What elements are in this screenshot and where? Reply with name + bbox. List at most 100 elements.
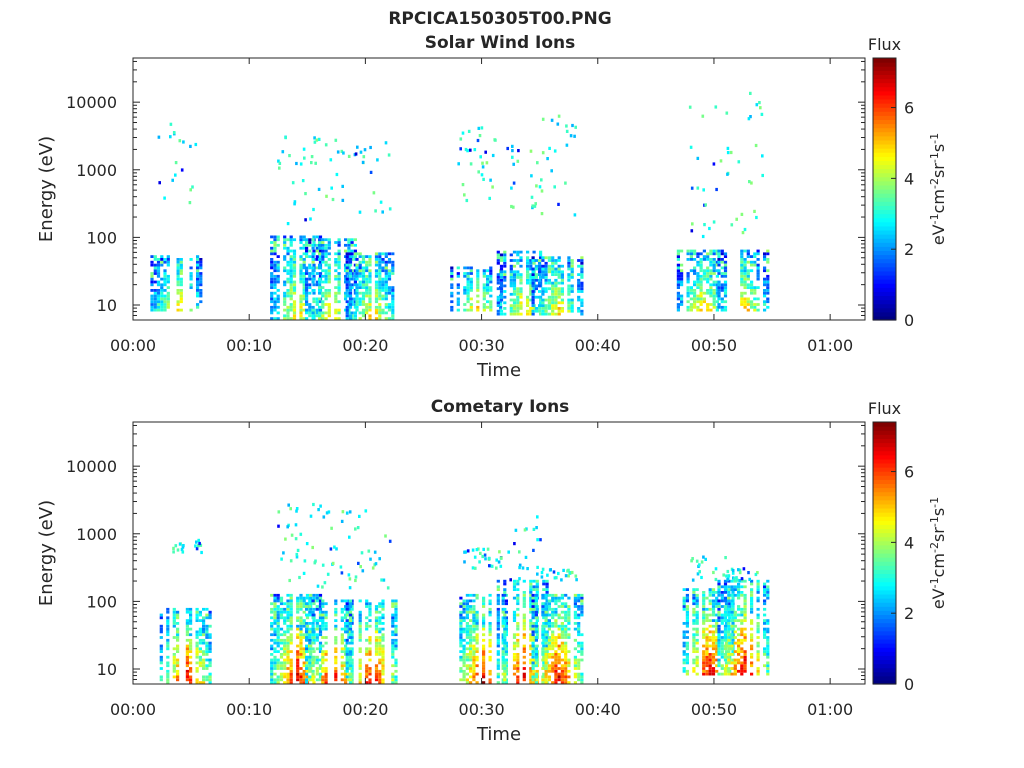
heatmap-cell [522, 636, 526, 639]
heatmap-cell [560, 644, 564, 648]
heatmap-cell [682, 669, 686, 673]
heatmap-cell [195, 647, 199, 651]
heatmap-cell [531, 281, 535, 285]
heatmap-cell [733, 593, 737, 597]
heatmap-cell [756, 277, 760, 281]
heatmap-cell [733, 616, 737, 620]
heatmap-cell [551, 295, 555, 299]
heatmap-cell [680, 277, 684, 281]
heatmap-cell [536, 515, 539, 519]
heatmap-cell [730, 607, 734, 611]
heatmap-cell [378, 610, 382, 614]
heatmap-cell [482, 675, 486, 679]
heatmap-cell [208, 678, 212, 682]
heatmap-cell [711, 658, 716, 662]
heatmap-cell [756, 653, 760, 656]
heatmap-cell [457, 162, 460, 166]
heatmap-cell [296, 599, 300, 603]
heatmap-cell [289, 507, 292, 511]
heatmap-cell [529, 290, 533, 293]
heatmap-cell [286, 525, 289, 529]
heatmap-cell [195, 630, 199, 634]
heatmap-cell [355, 283, 359, 287]
heatmap-cell [702, 269, 706, 273]
heatmap-cell [551, 304, 555, 307]
heatmap-cell [318, 291, 322, 295]
heatmap-cell [577, 613, 581, 617]
heatmap-cell [532, 287, 536, 291]
heatmap-cell [496, 636, 500, 639]
heatmap-cell [318, 607, 323, 611]
heatmap-cell [695, 602, 699, 606]
heatmap-cell [567, 276, 571, 279]
heatmap-cell [740, 613, 744, 617]
heatmap-cell [344, 678, 348, 682]
heatmap-cell [299, 294, 303, 298]
heatmap-cell [321, 252, 325, 256]
heatmap-cell [189, 616, 193, 620]
heatmap-cell [541, 675, 545, 679]
heatmap-cell [465, 672, 469, 676]
heatmap-cell [365, 308, 369, 312]
heatmap-cell [740, 297, 744, 301]
heatmap-cell [315, 246, 319, 250]
heatmap-cell [179, 272, 183, 275]
colorbar-tick-label: 6 [904, 99, 914, 118]
heatmap-cell [353, 255, 357, 258]
colorbar-segment [873, 74, 896, 80]
heatmap-cell [499, 298, 504, 302]
heatmap-cell [205, 633, 209, 637]
heatmap-cell [156, 289, 161, 292]
heatmap-cell [711, 591, 716, 594]
heatmap-cell [302, 636, 306, 639]
heatmap-cell [720, 289, 724, 292]
heatmap-cell [516, 287, 520, 291]
heatmap-cell [318, 678, 323, 682]
heatmap-cell [545, 644, 549, 648]
heatmap-cell [749, 115, 752, 119]
heatmap-cell [310, 161, 313, 165]
heatmap-cell [522, 605, 526, 608]
heatmap-cell [315, 672, 319, 676]
heatmap-cell [344, 249, 348, 253]
heatmap-cell [676, 263, 680, 267]
heatmap-cell [466, 289, 470, 292]
heatmap-cell [156, 272, 161, 275]
heatmap-cell [348, 272, 353, 275]
heatmap-cell [176, 613, 180, 617]
heatmap-cell [163, 294, 167, 298]
heatmap-cell [711, 636, 716, 639]
heatmap-cell [340, 636, 344, 639]
heatmap-cell [554, 681, 558, 684]
heatmap-cell [685, 593, 689, 597]
heatmap-cell [365, 675, 369, 679]
heatmap-cell [743, 593, 747, 597]
heatmap-cell [547, 678, 551, 682]
heatmap-cell [570, 287, 574, 291]
heatmap-cell [156, 260, 161, 264]
heatmap-cell [685, 596, 689, 600]
heatmap-cell [166, 633, 170, 637]
heatmap-cell [763, 622, 767, 625]
heatmap-cell [296, 624, 300, 628]
heatmap-cell [570, 259, 574, 262]
heatmap-cell [477, 126, 481, 130]
heatmap-cell [482, 664, 486, 668]
heatmap-cell [196, 289, 200, 292]
heatmap-cell [299, 274, 303, 278]
heatmap-cell [686, 286, 690, 289]
heatmap-cell [702, 255, 706, 258]
heatmap-cell [553, 185, 556, 189]
heatmap-cell [522, 675, 526, 679]
heatmap-cell [702, 630, 706, 634]
heatmap-cell [387, 286, 392, 289]
heatmap-cell [503, 591, 507, 594]
heatmap-cell [723, 619, 728, 622]
heatmap-cell [176, 283, 180, 287]
heatmap-cell [185, 661, 189, 665]
heatmap-cell [469, 266, 473, 270]
heatmap-cell [743, 297, 747, 301]
heatmap-cell [340, 650, 344, 653]
heatmap-cell [358, 260, 362, 264]
heatmap-cell [301, 179, 305, 183]
